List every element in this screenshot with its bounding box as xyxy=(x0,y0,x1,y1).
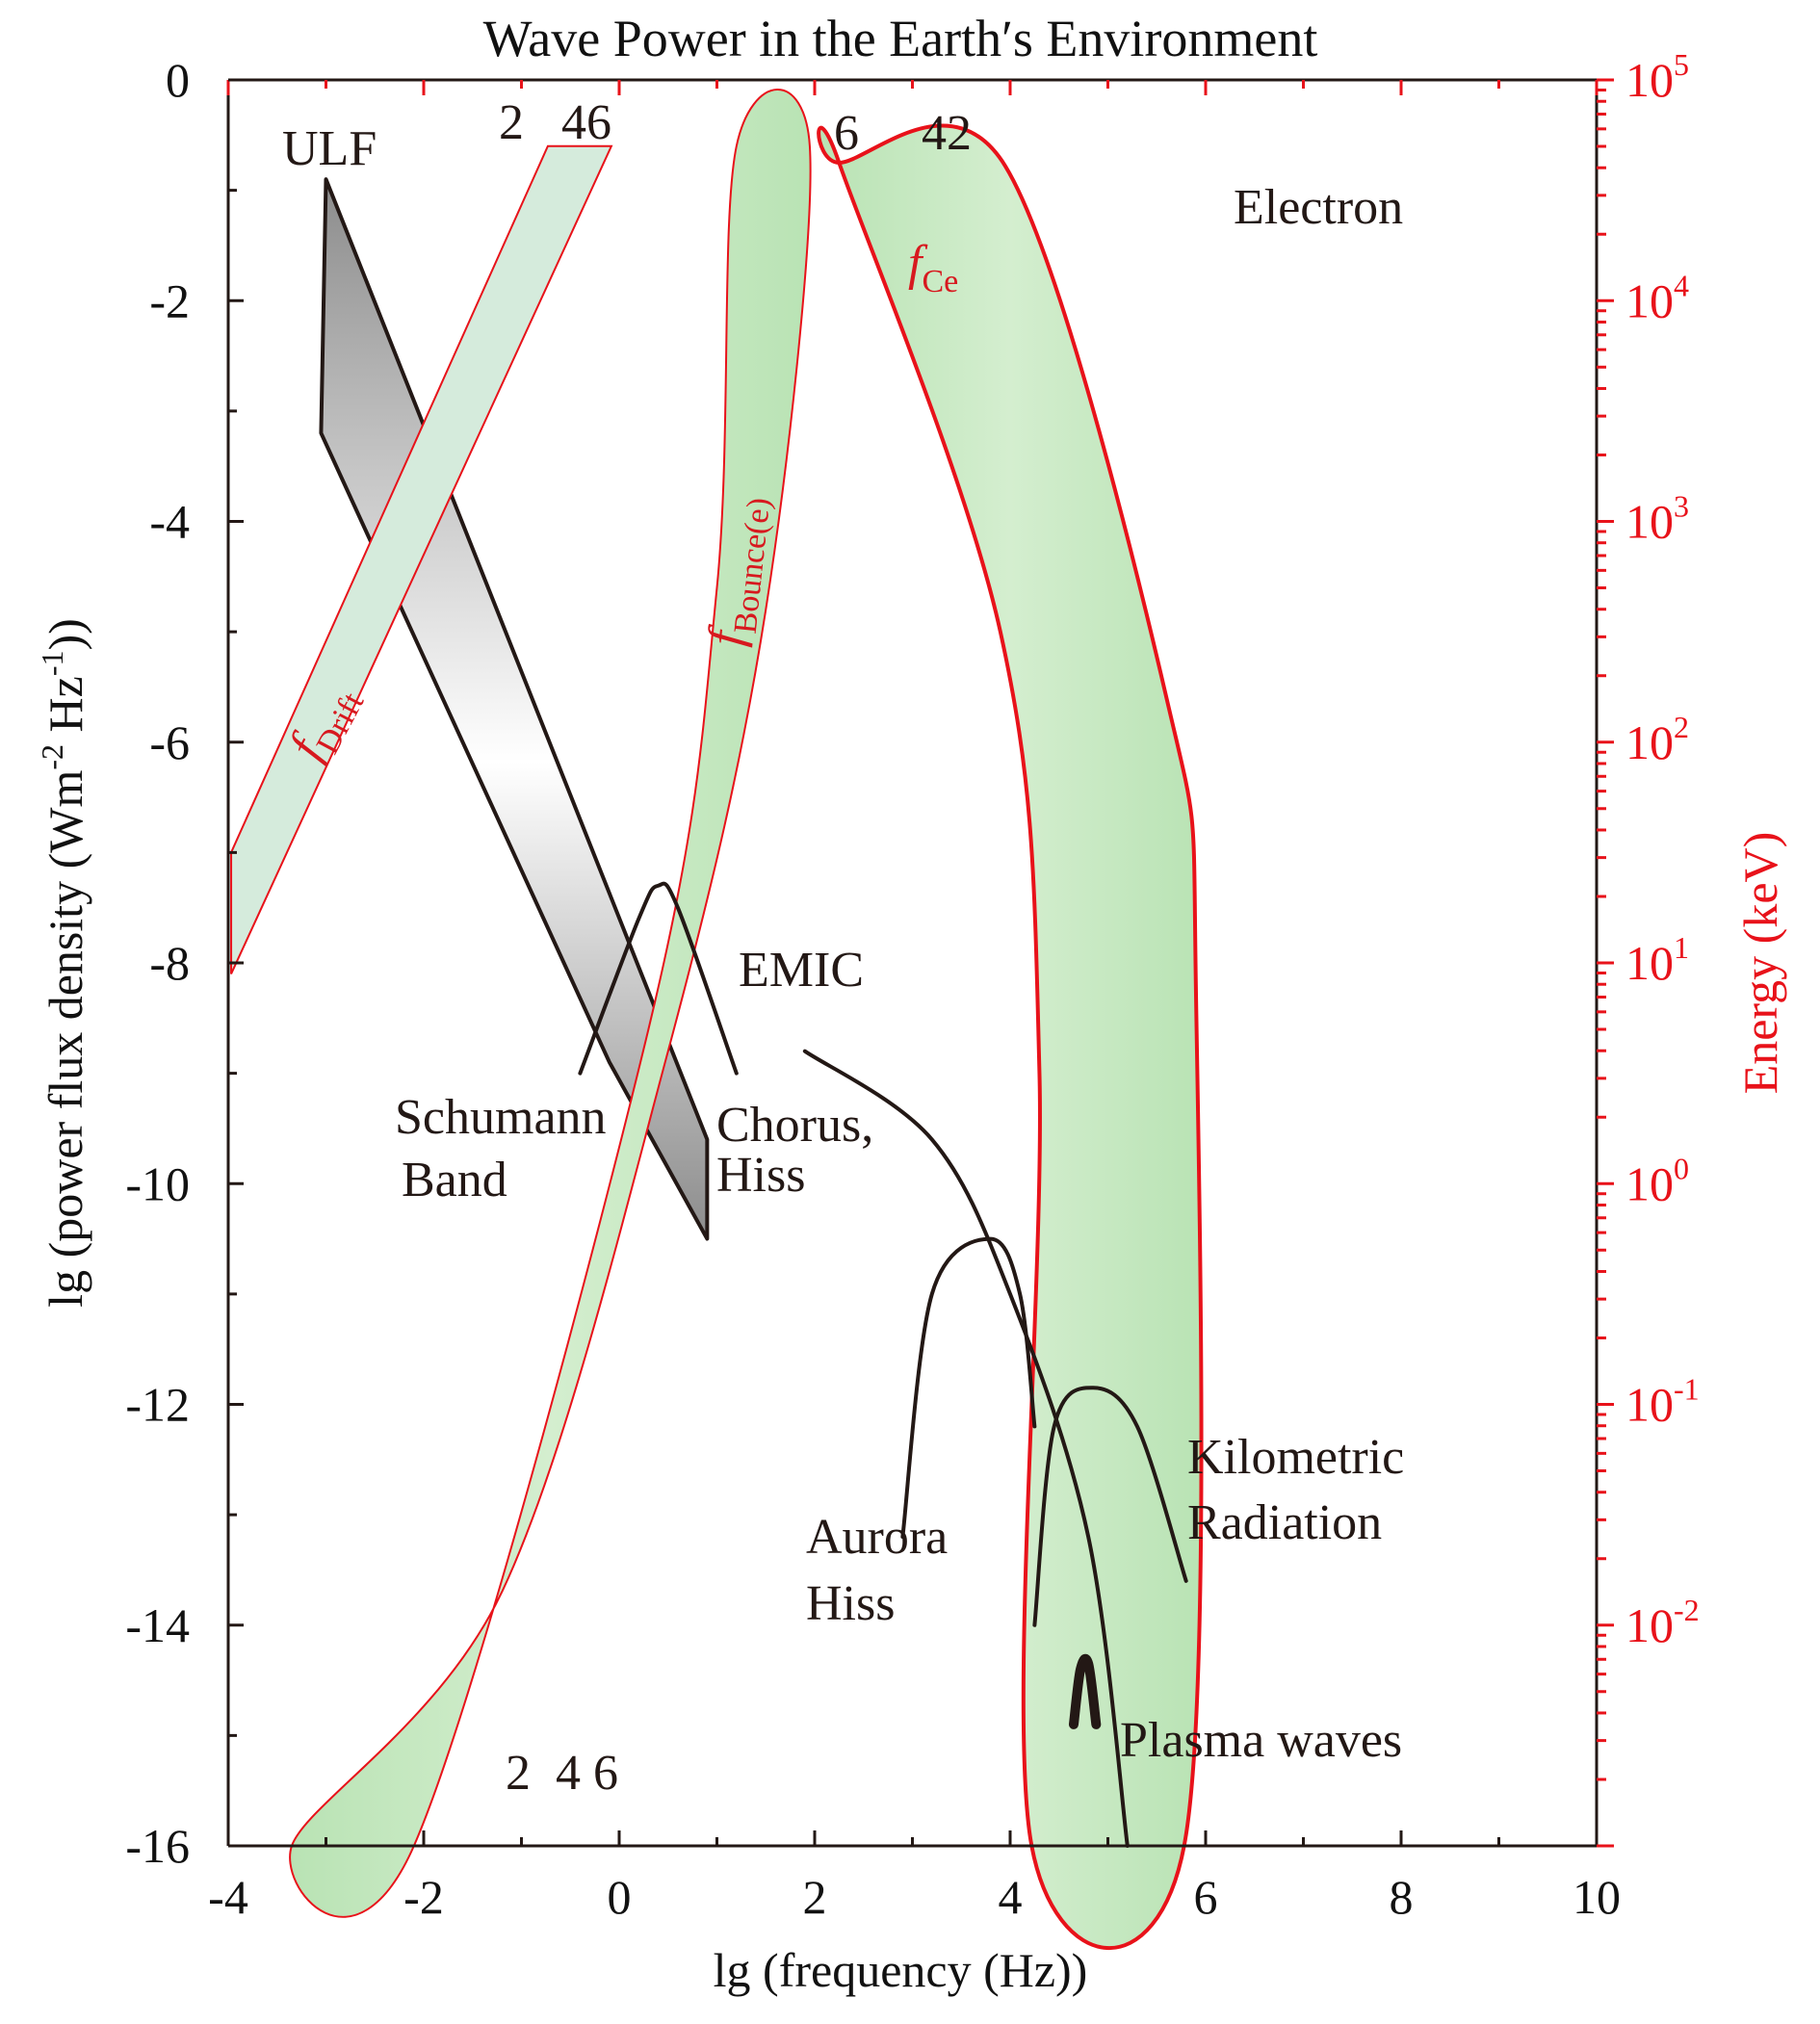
x-tick-label: 0 xyxy=(608,1870,632,1924)
y-tick-label: -2 xyxy=(149,273,190,327)
chart-title: Wave Power in the Earth′s Environment xyxy=(483,10,1318,67)
chorus-label: Chorus, xyxy=(716,1098,873,1153)
chorus-hiss-label: Hiss xyxy=(716,1148,805,1203)
energy-axis-title: Energy (keV) xyxy=(1733,832,1787,1095)
top-numbers-right: 6 42 xyxy=(834,106,972,161)
f-drift-band xyxy=(230,144,613,974)
electron-label: Electron xyxy=(1234,180,1403,235)
schumann-label: Schumann xyxy=(395,1090,607,1145)
x-axis-title: lg (frequency (Hz)) xyxy=(714,1943,1088,1997)
x-tick-label: 8 xyxy=(1390,1870,1414,1924)
axes-layer: -4 -2 0 2 4 6 8 100-2-4-6-8-10-12-14-1610510410… xyxy=(125,47,1699,1924)
x-tick-label: 4 xyxy=(999,1870,1023,1924)
aurora-hiss-label: Hiss xyxy=(806,1576,895,1631)
y-tick-label: -14 xyxy=(125,1598,190,1652)
kilometric-radiation-curve xyxy=(1032,1386,1188,1627)
x-tick-label: 10 xyxy=(1573,1870,1621,1924)
y-tick-label: -4 xyxy=(149,495,190,549)
aurora-hiss-curve xyxy=(900,1236,1037,1540)
f-ce-band xyxy=(817,123,1204,1951)
y-tick-label: -6 xyxy=(149,715,190,769)
emic-label: EMIC xyxy=(739,943,864,998)
emic-curve xyxy=(578,881,739,1076)
y-tick-label: -16 xyxy=(125,1819,190,1873)
annotations: ULF Electron EMIC Schumann Band Chorus, … xyxy=(278,95,1404,1801)
top-numbers-left: 2 46 xyxy=(499,95,611,150)
y-tick-label: -10 xyxy=(125,1156,190,1210)
band-label: Band xyxy=(402,1153,507,1207)
energy-tick-label: 105 xyxy=(1625,47,1689,107)
x-tick-label: 6 xyxy=(1194,1870,1218,1924)
aurora-label: Aurora xyxy=(806,1510,948,1565)
x-tick-label: -4 xyxy=(208,1870,248,1924)
x-tick-label: -2 xyxy=(403,1870,444,1924)
energy-tick-label: 101 xyxy=(1625,930,1689,990)
y-axis-title: lg (power flux density (Wm-2 Hz-1)) xyxy=(35,618,92,1308)
bottom-numbers: 2 4 6 xyxy=(506,1746,618,1801)
series-layer xyxy=(230,89,1204,1951)
plasma-waves-curve xyxy=(1068,1653,1102,1729)
y-tick-label: -12 xyxy=(125,1378,190,1432)
f-ce-sub: Ce xyxy=(922,264,958,299)
x-tick-label: 2 xyxy=(803,1870,827,1924)
energy-tick-label: 10-1 xyxy=(1625,1372,1700,1432)
y-tick-label: -8 xyxy=(149,936,190,990)
ulf-label: ULF xyxy=(282,121,377,176)
energy-tick-label: 104 xyxy=(1625,268,1689,327)
y-tick-label: 0 xyxy=(166,53,190,107)
energy-tick-label: 103 xyxy=(1625,489,1689,549)
plasma-waves-label: Plasma waves xyxy=(1120,1713,1402,1768)
kilometric-label: Kilometric xyxy=(1187,1430,1404,1485)
energy-tick-label: 102 xyxy=(1625,710,1689,769)
energy-tick-label: 100 xyxy=(1625,1151,1689,1210)
f-bounce-band xyxy=(289,89,812,1918)
radiation-label: Radiation xyxy=(1187,1495,1382,1550)
energy-tick-label: 10-2 xyxy=(1625,1593,1700,1652)
